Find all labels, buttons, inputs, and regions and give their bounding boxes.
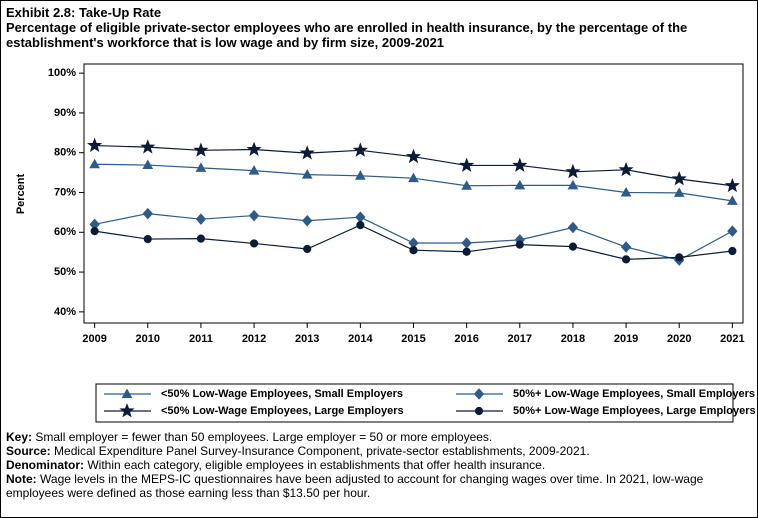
marker: [459, 157, 475, 172]
marker: [618, 161, 634, 177]
chart-title: Exhibit 2.8: Take-Up Rate: [6, 5, 162, 20]
y-axis-label: Percent: [15, 173, 27, 214]
y-tick-label: 50%: [54, 266, 76, 278]
y-tick-label: 80%: [54, 147, 76, 159]
marker: [355, 211, 366, 223]
note-text: Small employer = fewer than 50 employees…: [35, 430, 493, 444]
marker: [142, 207, 153, 220]
note-label: Key:: [6, 430, 33, 444]
marker: [461, 237, 472, 249]
marker: [301, 169, 313, 179]
marker: [727, 225, 738, 237]
note: Denominator: Within each category, eligi…: [6, 458, 746, 472]
legend-label: <50% Low-Wage Employees, Large Employers: [161, 405, 404, 417]
marker: [727, 195, 738, 205]
x-tick-label: 2018: [561, 333, 585, 345]
marker: [246, 141, 262, 156]
marker: [567, 221, 579, 234]
marker: [408, 172, 419, 183]
x-tick-label: 2013: [295, 333, 319, 345]
x-tick-label: 2016: [454, 333, 478, 345]
marker: [299, 145, 315, 160]
note-text: Wage levels in the MEPS-IC questionnaire…: [6, 472, 704, 500]
marker: [515, 240, 524, 249]
y-tick-label: 70%: [54, 186, 76, 198]
series-line: [94, 163, 733, 202]
marker: [565, 163, 581, 179]
note-text: Within each category, eligible employees…: [87, 458, 546, 472]
marker: [90, 226, 99, 236]
marker: [621, 255, 631, 264]
marker: [728, 246, 737, 256]
marker: [620, 186, 632, 197]
note-label: Source:: [6, 444, 51, 458]
titles: Exhibit 2.8: Take-Up Rate Percentage of …: [6, 5, 751, 50]
marker: [473, 388, 485, 400]
note: Note: Wage levels in the MEPS-IC questio…: [6, 472, 746, 500]
marker: [89, 158, 100, 169]
marker: [675, 253, 684, 262]
x-tick-label: 2021: [720, 333, 744, 345]
note-text: Medical Expenditure Panel Survey-Insuran…: [54, 444, 590, 458]
marker: [303, 244, 312, 254]
note-label: Note:: [6, 472, 37, 486]
marker: [355, 170, 366, 180]
marker: [142, 159, 154, 170]
marker: [568, 242, 578, 251]
notes: Key: Small employer = fewer than 50 empl…: [6, 430, 746, 500]
note: Key: Small employer = fewer than 50 empl…: [6, 430, 746, 444]
note: Source: Medical Expenditure Panel Survey…: [6, 444, 746, 458]
marker: [87, 137, 103, 152]
marker: [512, 157, 528, 172]
y-tick-label: 90%: [54, 107, 76, 119]
marker: [143, 234, 152, 244]
x-tick-label: 2009: [82, 333, 106, 345]
legend-label: 50%+ Low-Wage Employees, Large Employers: [513, 405, 756, 417]
legend-frame: [95, 383, 734, 423]
marker: [140, 139, 156, 154]
marker: [514, 179, 526, 190]
chart-subtitle: Percentage of eligible private-sector em…: [6, 20, 688, 50]
marker: [302, 215, 313, 227]
note-label: Denominator:: [6, 458, 84, 472]
marker: [356, 221, 365, 230]
marker: [620, 241, 632, 253]
marker: [567, 179, 579, 190]
x-tick-label: 2014: [348, 333, 373, 345]
x-tick-label: 2020: [667, 333, 691, 345]
y-tick-label: 60%: [54, 226, 76, 238]
x-tick-label: 2015: [401, 333, 425, 345]
marker: [673, 187, 685, 197]
marker: [409, 246, 418, 255]
x-tick-label: 2019: [614, 333, 638, 345]
marker: [724, 177, 740, 193]
marker: [195, 162, 207, 172]
marker: [248, 209, 260, 222]
marker: [196, 234, 206, 243]
plot-frame: [83, 63, 744, 324]
x-tick-label: 2011: [189, 333, 213, 345]
marker: [671, 171, 687, 186]
marker: [352, 142, 368, 157]
legend-label: <50% Low-Wage Employees, Small Employers: [161, 388, 403, 400]
marker: [193, 142, 209, 157]
legend: <50% Low-Wage Employees, Small Employers…: [95, 383, 756, 423]
marker: [405, 148, 422, 164]
marker: [248, 165, 260, 175]
marker: [461, 180, 472, 190]
marker: [249, 239, 259, 248]
x-tick-label: 2012: [242, 333, 266, 345]
marker: [119, 403, 135, 418]
legend-label: 50%+ Low-Wage Employees, Small Employers: [513, 388, 755, 400]
marker: [462, 247, 471, 256]
marker: [195, 213, 207, 225]
y-tick-label: 40%: [54, 306, 76, 318]
x-tick-label: 2010: [136, 333, 160, 345]
marker: [474, 406, 484, 416]
marker: [121, 388, 133, 398]
x-tick-label: 2017: [508, 333, 532, 345]
y-tick-label: 100%: [48, 67, 76, 79]
